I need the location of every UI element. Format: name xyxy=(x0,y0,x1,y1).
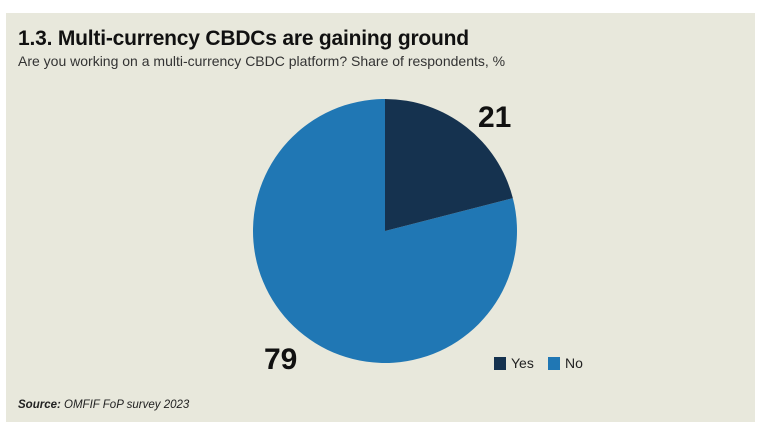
data-label-no: 79 xyxy=(264,343,297,376)
legend-swatch-yes xyxy=(494,356,506,370)
legend-swatch-no xyxy=(548,356,560,370)
chart-title: 1.3. Multi-currency CBDCs are gaining gr… xyxy=(18,27,469,50)
data-label-yes: 21 xyxy=(478,101,511,134)
source-note: Source: OMFIF FoP survey 2023 xyxy=(18,399,189,411)
legend-label-yes: Yes xyxy=(511,355,534,371)
chart-subtitle: Are you working on a multi-currency CBDC… xyxy=(18,53,506,69)
legend-item-yes: Yes xyxy=(494,355,534,371)
pie-slice-yes xyxy=(385,99,513,231)
source-label: Source: xyxy=(18,399,61,411)
legend-item-no: No xyxy=(548,355,583,371)
source-text: OMFIF FoP survey 2023 xyxy=(64,399,190,411)
legend-label-no: No xyxy=(565,355,583,371)
